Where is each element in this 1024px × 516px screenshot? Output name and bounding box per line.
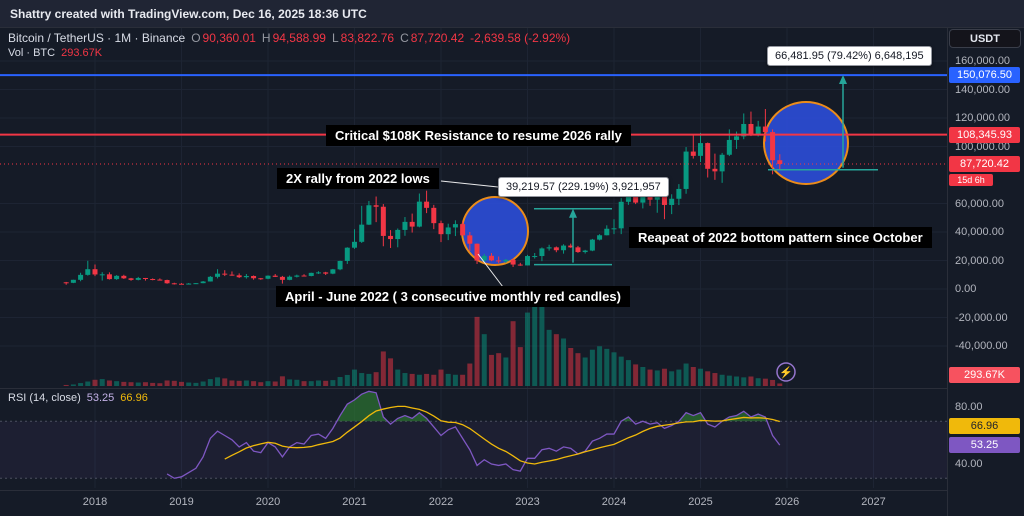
rsi-title: RSI (14, close) <box>8 392 81 404</box>
volume-label: Vol · BTC <box>8 47 56 59</box>
rsi-value: 53.25 <box>86 392 115 404</box>
price-tick: 0.00 <box>955 283 977 295</box>
candles-layer <box>63 109 783 285</box>
year-tick: 2025 <box>688 496 713 508</box>
price-tick: 160,000.00 <box>955 55 1011 67</box>
rsi-ma-value: 66.96 <box>120 392 148 404</box>
year-tick: 2022 <box>428 496 454 508</box>
resistance-price-badge: 108,345.93 <box>949 126 1020 143</box>
price-tick: 60,000.00 <box>955 197 1004 210</box>
volume-value: 293.67K <box>61 47 103 59</box>
time-axis-border <box>0 490 947 491</box>
rsi-layer <box>166 390 781 479</box>
rsi-tick: 40.00 <box>955 458 983 470</box>
attribution-bar: Shattry created with TradingView.com, De… <box>0 0 1024 28</box>
ohlc-high-value: 94,588.99 <box>272 31 326 45</box>
annotation-april-june[interactable]: April - June 2022 ( 3 consecutive monthl… <box>276 286 630 307</box>
ohlc-close-label: C <box>400 31 409 45</box>
misc-layer: ⚡ <box>440 180 796 382</box>
measurement-tools-layer <box>534 74 878 266</box>
price-tick: -40,000.00 <box>955 340 1008 352</box>
annotation-2x-rally[interactable]: 2X rally from 2022 lows <box>277 168 439 189</box>
volume-layer <box>63 290 783 386</box>
measure-label-2025[interactable]: 66,481.95 (79.42%) 6,648,195 <box>767 46 932 66</box>
blue-line-price-badge: 150,076.50 <box>949 67 1020 84</box>
year-tick: 2019 <box>169 496 194 508</box>
symbol-header[interactable]: Bitcoin / TetherUS · 1M · Binance O 90,3… <box>8 31 570 45</box>
volume-badge: 293.67K <box>949 367 1020 383</box>
price-tick: -20,000.00 <box>955 311 1008 324</box>
ohlc-high-label: H <box>261 31 271 45</box>
price-axis[interactable]: 160,000.00 140,000.00 120,000.00 100,000.00… <box>948 0 1024 516</box>
ohlc-low-value: 83,822.76 <box>340 31 395 45</box>
rsi-value-badge: 53.25 <box>949 437 1020 454</box>
price-axis-border <box>947 28 948 516</box>
annotation-resistance[interactable]: Critical $108K Resistance to resume 2026… <box>326 125 631 146</box>
year-tick: 2024 <box>601 496 627 508</box>
rsi-tick: 80.00 <box>955 401 983 413</box>
time-axis[interactable]: 2018 2019 2020 2021 2022 2023 2024 2025 2026 2027 <box>0 490 947 516</box>
year-tick: 2018 <box>82 496 108 508</box>
svg-text:⚡: ⚡ <box>779 366 793 379</box>
price-tick: 20,000.00 <box>955 254 1004 267</box>
year-tick: 2027 <box>861 496 886 508</box>
year-tick: 2023 <box>515 496 540 508</box>
rsi-ma-badge: 66.96 <box>949 417 1020 434</box>
currency-toggle-button[interactable]: USDT <box>949 29 1021 48</box>
bolt-icon <box>776 362 796 382</box>
price-tick: 40,000.00 <box>955 226 1004 238</box>
ohlc-open-value: 90,360.01 <box>202 31 256 45</box>
rsi-header[interactable]: RSI (14, close) 53.25 66.96 <box>8 392 148 404</box>
current-price-badge: 87,720.42 <box>949 155 1020 172</box>
ohlc-change: -2,639.58 (-2.92%) <box>470 31 571 45</box>
symbol-title[interactable]: Bitcoin / TetherUS · 1M · Binance <box>8 31 186 45</box>
year-tick: 2020 <box>255 496 281 508</box>
price-tick: 140,000.00 <box>955 83 1011 96</box>
ohlc-close-value: 87,720.42 <box>410 31 465 45</box>
ohlc-open-label: O <box>191 31 201 45</box>
attribution-text: Shattry created with TradingView.com, De… <box>10 6 367 21</box>
ohlc-low-label: L <box>331 31 339 45</box>
year-tick: 2026 <box>774 496 800 508</box>
volume-header[interactable]: Vol · BTC 293.67K <box>8 47 102 59</box>
annotation-repeat-pattern[interactable]: Reapeat of 2022 bottom pattern since Oct… <box>629 227 932 248</box>
measure-label-2022[interactable]: 39,219.57 (229.19%) 3,921,957 <box>498 177 669 197</box>
year-tick: 2021 <box>342 496 367 508</box>
price-tick: 100,000.00 <box>955 140 1011 153</box>
countdown-badge: 15d 6h <box>949 173 993 186</box>
pane-separator[interactable] <box>0 388 947 389</box>
price-tick: 120,000.00 <box>955 112 1011 124</box>
